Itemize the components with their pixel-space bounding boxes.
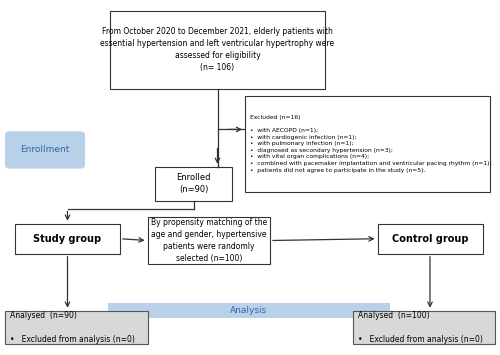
Text: Analysed  (n=90)

•   Excluded from analysis (n=0): Analysed (n=90) • Excluded from analysis… xyxy=(10,311,135,344)
FancyBboxPatch shape xyxy=(5,131,85,169)
FancyBboxPatch shape xyxy=(5,311,148,344)
Text: Control group: Control group xyxy=(392,234,468,244)
FancyBboxPatch shape xyxy=(155,167,232,201)
FancyBboxPatch shape xyxy=(148,217,270,264)
Text: Excluded (n=16)

•  with AECOPD (n=1);
•  with cardiogenic infection (n=1);
•  w: Excluded (n=16) • with AECOPD (n=1); • w… xyxy=(250,115,492,173)
FancyBboxPatch shape xyxy=(108,303,390,318)
Text: Enrolled
(n=90): Enrolled (n=90) xyxy=(176,173,211,194)
Text: By propensity matching of the
age and gender, hypertensive
patients were randoml: By propensity matching of the age and ge… xyxy=(150,218,267,263)
Text: Study group: Study group xyxy=(34,234,102,244)
FancyBboxPatch shape xyxy=(110,11,325,89)
Text: Analysed  (n=100)

•   Excluded from analysis (n=0): Analysed (n=100) • Excluded from analysi… xyxy=(358,311,482,344)
FancyBboxPatch shape xyxy=(352,311,495,344)
Text: Analysis: Analysis xyxy=(230,306,268,315)
FancyBboxPatch shape xyxy=(15,224,120,254)
FancyBboxPatch shape xyxy=(245,96,490,192)
Text: Enrollment: Enrollment xyxy=(20,146,70,154)
FancyBboxPatch shape xyxy=(378,224,482,254)
Text: From October 2020 to December 2021, elderly patients with
essential hypertension: From October 2020 to December 2021, elde… xyxy=(100,27,334,72)
